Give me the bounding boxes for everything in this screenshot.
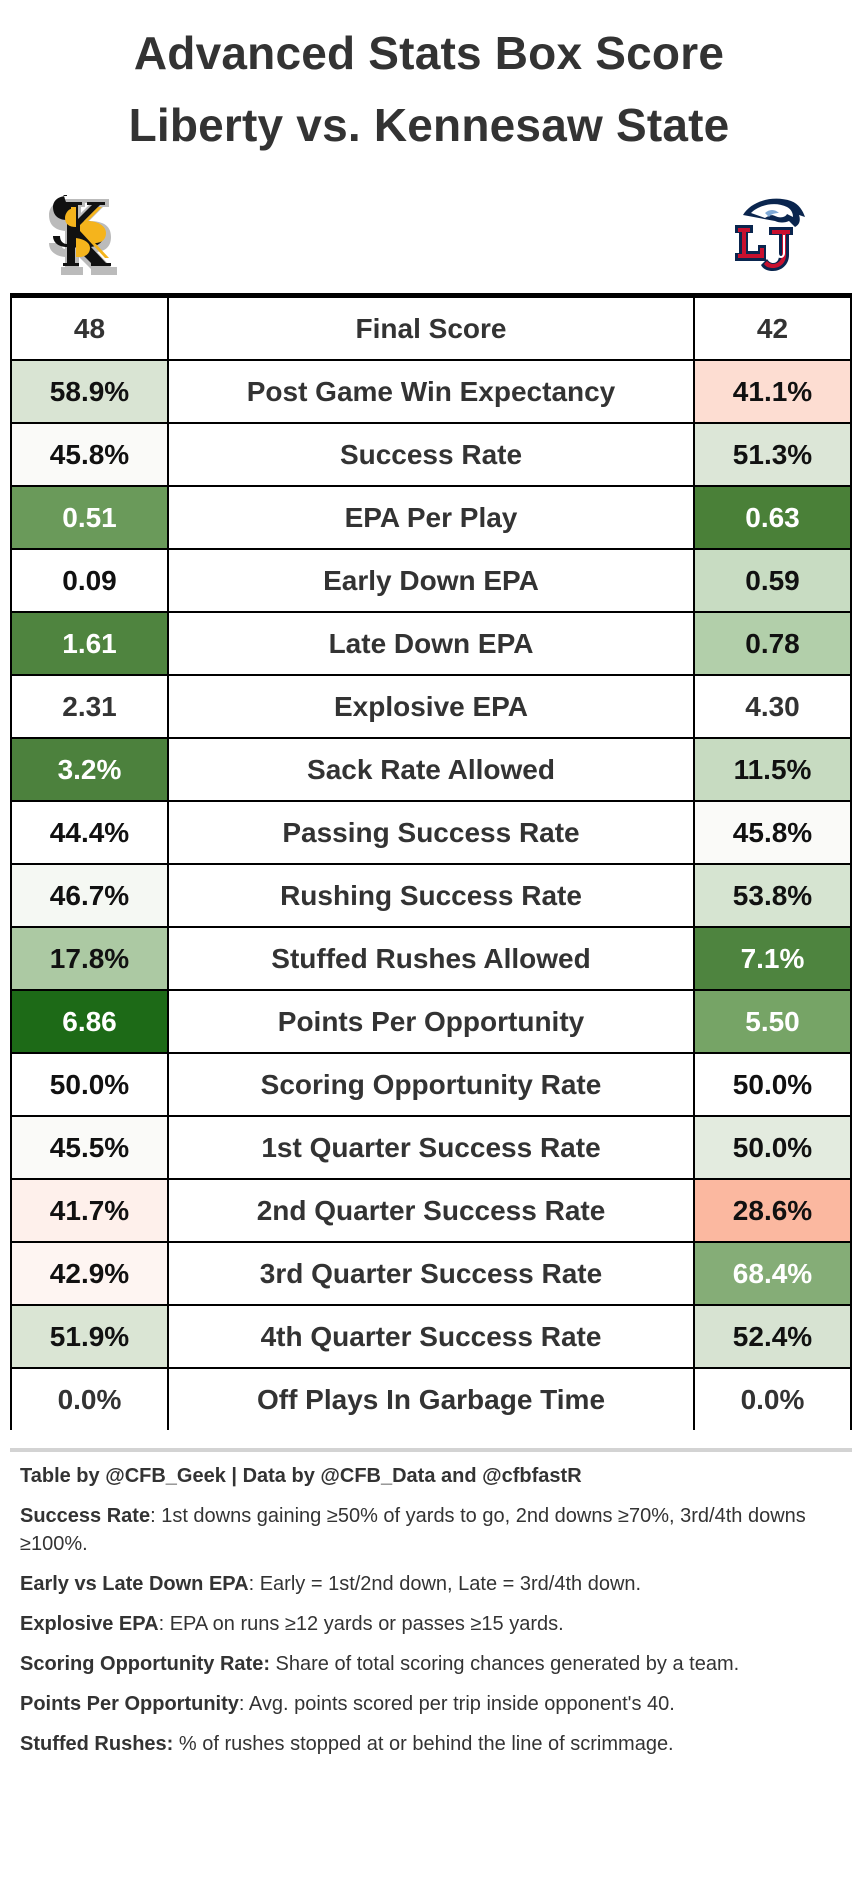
- footnote: Points Per Opportunity: Avg. points scor…: [20, 1690, 840, 1718]
- table-row: 17.8% Stuffed Rushes Allowed 7.1%: [10, 926, 852, 991]
- kennesaw-value-cell: 58.9%: [10, 359, 169, 424]
- stat-label-cell: 1st Quarter Success Rate: [167, 1115, 695, 1180]
- stat-label-cell: EPA Per Play: [167, 485, 695, 550]
- table-row: 42.9% 3rd Quarter Success Rate 68.4%: [10, 1241, 852, 1306]
- stats-table: 48 Final Score 42 58.9% Post Game Win Expect…: [10, 293, 852, 1430]
- title-line-2: Liberty vs. Kennesaw State: [128, 99, 730, 151]
- kennesaw-value-cell: 51.9%: [10, 1304, 169, 1369]
- stat-label-cell: Early Down EPA: [167, 548, 695, 613]
- liberty-value-cell: 50.0%: [693, 1052, 852, 1117]
- liberty-value-cell: 45.8%: [693, 800, 852, 865]
- footnote-term: Scoring Opportunity Rate:: [20, 1653, 270, 1675]
- footnote: Stuffed Rushes: % of rushes stopped at o…: [20, 1730, 840, 1758]
- kennesaw-value-cell: 3.2%: [10, 737, 169, 802]
- stat-label-cell: Off Plays In Garbage Time: [167, 1367, 695, 1430]
- table-row: 6.86 Points Per Opportunity 5.50: [10, 989, 852, 1054]
- footnote: Explosive EPA: EPA on runs ≥12 yards or …: [20, 1610, 840, 1638]
- kennesaw-value-cell: 6.86: [10, 989, 169, 1054]
- liberty-value-cell: 11.5%: [693, 737, 852, 802]
- kennesaw-value-cell: 0.51: [10, 485, 169, 550]
- table-row: 44.4% Passing Success Rate 45.8%: [10, 800, 852, 865]
- liberty-value-cell: 0.78: [693, 611, 852, 676]
- table-row: 2.31 Explosive EPA 4.30: [10, 674, 852, 739]
- kennesaw-value-cell: 42.9%: [10, 1241, 169, 1306]
- stat-label-cell: Post Game Win Expectancy: [167, 359, 695, 424]
- liberty-value-cell: 0.63: [693, 485, 852, 550]
- footnote-text: % of rushes stopped at or behind the lin…: [173, 1733, 674, 1755]
- title-line-1: Advanced Stats Box Score: [133, 27, 725, 79]
- stat-label-cell: Scoring Opportunity Rate: [167, 1052, 695, 1117]
- footnote-text: : EPA on runs ≥12 yards or passes ≥15 ya…: [158, 1613, 564, 1635]
- liberty-value-cell: 41.1%: [693, 359, 852, 424]
- table-row: 41.7% 2nd Quarter Success Rate 28.6%: [10, 1178, 852, 1243]
- stat-label-cell: Rushing Success Rate: [167, 863, 695, 928]
- kennesaw-value-cell: 41.7%: [10, 1178, 169, 1243]
- kennesaw-value-cell: 44.4%: [10, 800, 169, 865]
- kennesaw-value-cell: 46.7%: [10, 863, 169, 928]
- liberty-value-cell: 0.59: [693, 548, 852, 613]
- table-row: 46.7% Rushing Success Rate 53.8%: [10, 863, 852, 928]
- stat-label-cell: Late Down EPA: [167, 611, 695, 676]
- kennesaw-value-cell: 2.31: [10, 674, 169, 739]
- credit-line: Table by @CFB_Geek | Data by @CFB_Data a…: [20, 1465, 582, 1487]
- liberty-value-cell: 51.3%: [693, 422, 852, 487]
- liberty-value-cell: 68.4%: [693, 1241, 852, 1306]
- footnote-text: : Avg. points scored per trip inside opp…: [238, 1693, 675, 1715]
- liberty-value-cell: 53.8%: [693, 863, 852, 928]
- footnote-term: Success Rate: [20, 1505, 151, 1527]
- stat-label-cell: Points Per Opportunity: [167, 989, 695, 1054]
- footnote-text: Share of total scoring chances generated…: [270, 1653, 740, 1675]
- liberty-value-cell: 4.30: [693, 674, 852, 739]
- footnote: Success Rate: 1st downs gaining ≥50% of …: [20, 1502, 840, 1558]
- kennesaw-value-cell: 45.5%: [10, 1115, 169, 1180]
- table-row: 50.0% Scoring Opportunity Rate 50.0%: [10, 1052, 852, 1117]
- table-row: 45.8% Success Rate 51.3%: [10, 422, 852, 487]
- stat-label-cell: Sack Rate Allowed: [167, 737, 695, 802]
- table-row: 45.5% 1st Quarter Success Rate 50.0%: [10, 1115, 852, 1180]
- liberty-value-cell: 52.4%: [693, 1304, 852, 1369]
- footnote-term: Early vs Late Down EPA: [20, 1573, 249, 1595]
- footnote: Early vs Late Down EPA: Early = 1st/2nd …: [20, 1570, 840, 1598]
- stat-label-cell: 2nd Quarter Success Rate: [167, 1178, 695, 1243]
- table-row: 51.9% 4th Quarter Success Rate 52.4%: [10, 1304, 852, 1369]
- footnote-term: Explosive EPA: [20, 1613, 159, 1635]
- table-row: 0.0% Off Plays In Garbage Time 0.0%: [10, 1367, 852, 1430]
- stat-label-cell: Final Score: [167, 294, 695, 361]
- table-row: 1.61 Late Down EPA 0.78: [10, 611, 852, 676]
- table-row: 48 Final Score 42: [10, 294, 852, 361]
- table-row: 58.9% Post Game Win Expectancy 41.1%: [10, 359, 852, 424]
- table-row: 3.2% Sack Rate Allowed 11.5%: [10, 737, 852, 802]
- kennesaw-value-cell: 1.61: [10, 611, 169, 676]
- kennesaw-value-cell: 45.8%: [10, 422, 169, 487]
- liberty-value-cell: 0.0%: [693, 1367, 852, 1430]
- footnote-term: Points Per Opportunity: [20, 1693, 239, 1715]
- kennesaw-value-cell: 0.0%: [10, 1367, 169, 1430]
- liberty-value-cell: 50.0%: [693, 1115, 852, 1180]
- table-bottom-rule: [10, 1448, 852, 1452]
- stat-label-cell: Explosive EPA: [167, 674, 695, 739]
- kennesaw-value-cell: 17.8%: [10, 926, 169, 991]
- liberty-value-cell: 7.1%: [693, 926, 852, 991]
- table-row: 0.51 EPA Per Play 0.63: [10, 485, 852, 550]
- kennesaw-state-logo-icon: [45, 194, 135, 275]
- stat-label-cell: 3rd Quarter Success Rate: [167, 1241, 695, 1306]
- table-row: 0.09 Early Down EPA 0.59: [10, 548, 852, 613]
- liberty-logo-icon: [725, 195, 815, 275]
- footnotes: Table by @CFB_Geek | Data by @CFB_Data a…: [20, 1462, 840, 1770]
- stat-label-cell: Passing Success Rate: [167, 800, 695, 865]
- liberty-value-cell: 5.50: [693, 989, 852, 1054]
- footnote-text: : 1st downs gaining ≥50% of yards to go,…: [20, 1505, 806, 1555]
- footnote-term: Stuffed Rushes:: [20, 1733, 174, 1755]
- footnote: Scoring Opportunity Rate: Share of total…: [20, 1650, 840, 1678]
- liberty-value-cell: 28.6%: [693, 1178, 852, 1243]
- stat-label-cell: Stuffed Rushes Allowed: [167, 926, 695, 991]
- kennesaw-value-cell: 50.0%: [10, 1052, 169, 1117]
- footnote-text: : Early = 1st/2nd down, Late = 3rd/4th d…: [248, 1573, 642, 1595]
- stat-label-cell: Success Rate: [167, 422, 695, 487]
- kennesaw-value-cell: 48: [10, 294, 169, 361]
- kennesaw-value-cell: 0.09: [10, 548, 169, 613]
- stat-label-cell: 4th Quarter Success Rate: [167, 1304, 695, 1369]
- liberty-value-cell: 42: [693, 294, 852, 361]
